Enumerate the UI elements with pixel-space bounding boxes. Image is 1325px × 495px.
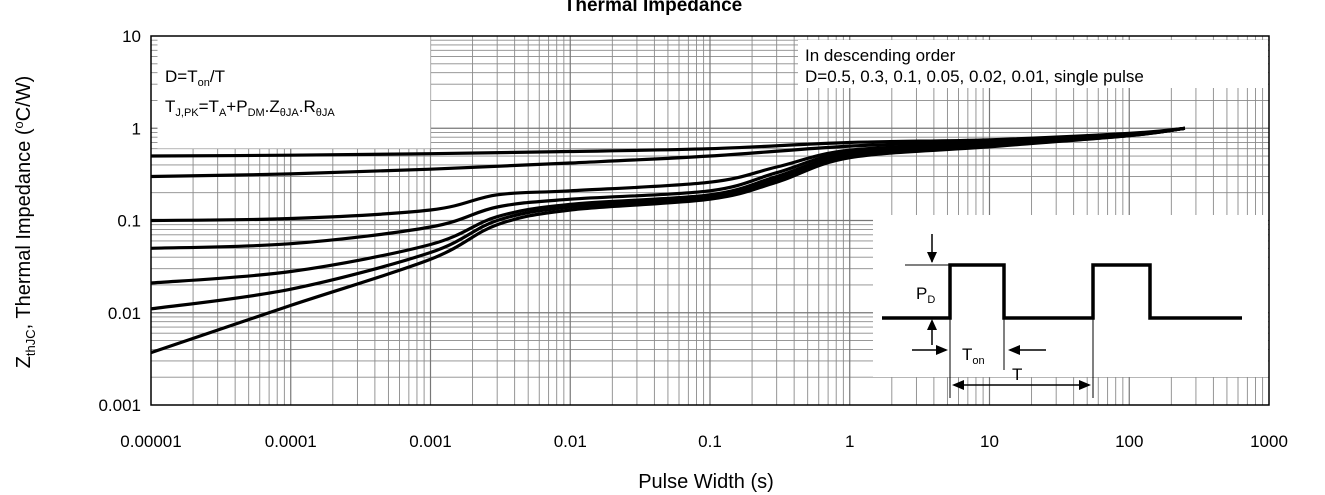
x-tick-label: 1 [845,432,854,451]
pulse-inset: PD Ton T [873,215,1268,398]
x-tick-label: 0.001 [409,432,452,451]
x-tick-label: 10 [980,432,999,451]
x-tick-label: 1000 [1250,432,1288,451]
x-axis-label: Pulse Width (s) [638,471,774,493]
x-tick-label: 0.00001 [120,432,181,451]
period-arrow [952,380,1091,390]
x-tick-label: 100 [1115,432,1143,451]
y-tick-labels: 0.001 0.01 0.1 1 10 [98,27,141,415]
pulse-waveform [882,263,1242,320]
y-tick-label: 0.01 [108,304,141,323]
junction-temp-formula: TJ,PK=TA+PDM.ZθJA.RθJA [165,97,335,119]
y-tick-label: 10 [122,27,141,46]
y-tick-label: 0.1 [117,212,141,231]
x-tick-label: 0.0001 [265,432,317,451]
pd-label: PD [916,284,935,306]
x-tick-label: 0.01 [554,432,587,451]
pd-arrows [927,234,937,345]
y-axis-label: ZthJC, Thermal Impedance (oC/W) [11,76,38,369]
chart-title: Thermal Impedance [564,0,742,16]
series-line-7 [150,126,1186,355]
duty-cycle-formula: D=Ton/T [165,67,225,89]
x-tick-label: 0.1 [698,432,722,451]
legend-note: In descending order D=0.5, 0.3, 0.1, 0.0… [798,40,1268,88]
x-tick-labels: 0.00001 0.0001 0.001 0.01 0.1 1 10 100 1000 [120,432,1288,451]
legend-note-line1: In descending order [805,46,956,65]
impedance-curves [150,126,1186,355]
ton-label: Ton [962,345,985,367]
period-label: T [1012,365,1022,384]
formula-box: D=Ton/T TJ,PK=TA+PDM.ZθJA.RθJA [157,33,431,149]
y-tick-label: 1 [132,119,141,138]
y-tick-label: 0.001 [98,396,141,415]
legend-note-line2: D=0.5, 0.3, 0.1, 0.05, 0.02, 0.01, singl… [805,67,1144,86]
ton-arrows [912,345,1046,355]
plot-frame [150,35,1270,406]
